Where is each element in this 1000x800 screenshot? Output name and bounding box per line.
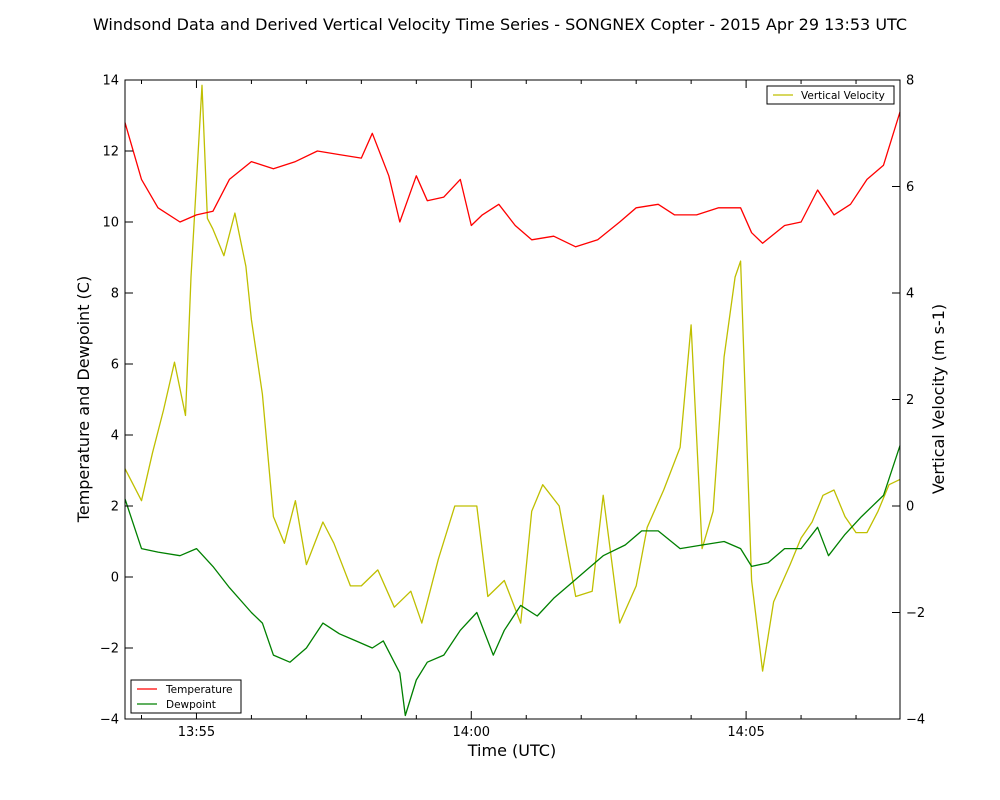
left-y-tick-label: −2	[100, 642, 119, 657]
right-y-tick-label: 2	[906, 393, 914, 408]
plot-lines	[124, 84, 901, 717]
right-y-tick-label: 8	[906, 74, 914, 89]
right-y-axis-label: Vertical Velocity (m s-1)	[929, 304, 948, 494]
left-y-tick-label: 8	[111, 287, 119, 302]
x-tick-label: 13:55	[178, 725, 215, 740]
left-y-axis-label: Temperature and Dewpoint (C)	[74, 276, 93, 523]
right-y-tick-label: −2	[906, 606, 925, 621]
legend-label-vertical-velocity: Vertical Velocity	[801, 90, 885, 102]
left-y-tick-label: 6	[111, 358, 119, 373]
chart-title: Windsond Data and Derived Vertical Veloc…	[93, 15, 907, 34]
legend-temp-dewpoint: Temperature Dewpoint	[130, 679, 242, 714]
series-line-temperature	[124, 111, 901, 248]
left-y-tick-label: 0	[111, 571, 119, 586]
right-y-tick-label: 4	[906, 287, 914, 302]
legend-label-dewpoint: Dewpoint	[166, 699, 216, 711]
left-y-tick-label: 12	[102, 145, 119, 160]
right-y-tick-label: 6	[906, 180, 914, 195]
right-y-axis: −4 −2 0 2 4 6 8	[892, 74, 925, 728]
plot-frame	[124, 79, 901, 720]
right-y-tick-label: 0	[906, 500, 914, 515]
left-y-tick-label: 2	[111, 500, 119, 515]
left-y-tick-label: 4	[111, 429, 119, 444]
right-y-tick-label: −4	[906, 713, 925, 728]
left-y-tick-label: −4	[100, 713, 119, 728]
left-y-axis: −4 −2 0 2 4 6 8 10 12 14	[100, 74, 133, 728]
left-y-tick-label: 14	[102, 74, 119, 89]
legend-vertical-velocity: Vertical Velocity	[766, 85, 895, 105]
left-y-tick-label: 10	[102, 216, 119, 231]
legend-box-vertical-velocity	[766, 85, 895, 105]
x-tick-label: 14:05	[727, 725, 764, 740]
x-tick-label: 14:00	[453, 725, 490, 740]
x-axis-label: Time (UTC)	[467, 741, 556, 760]
legend-box-temp-dewpoint	[130, 679, 242, 714]
series-line-vertical-velocity	[124, 84, 901, 672]
x-axis: 13:55 14:00 14:05	[140, 80, 857, 740]
series-line-dewpoint	[124, 445, 901, 717]
legend-label-temperature: Temperature	[165, 684, 233, 696]
